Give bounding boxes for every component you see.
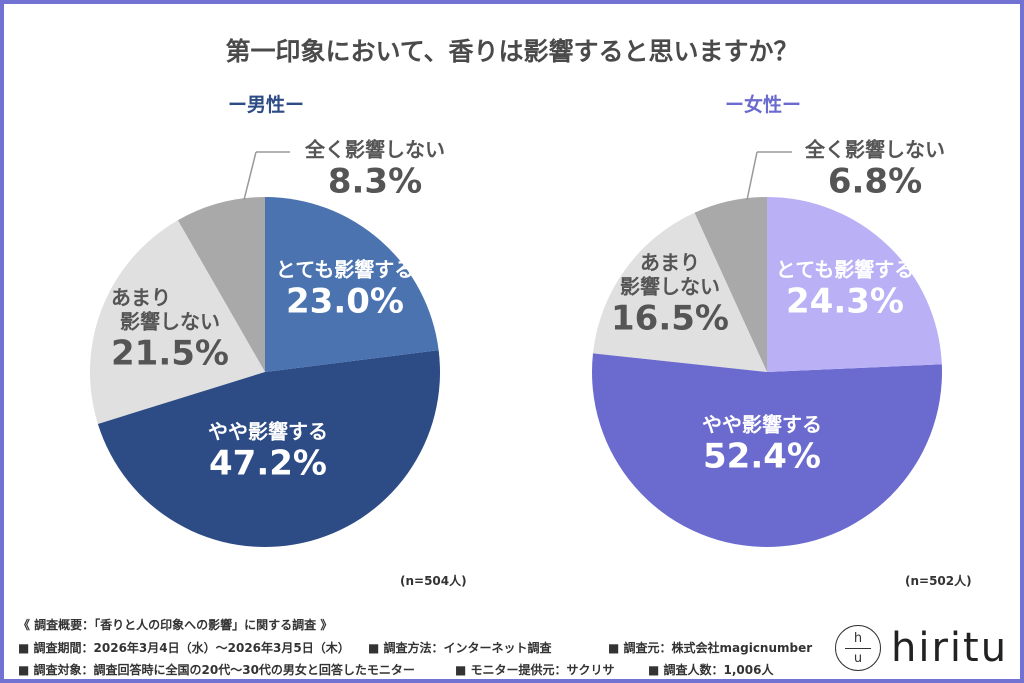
survey-source: ■ 調査元：株式会社magicnumber	[608, 641, 813, 655]
pie-slice-female-2	[592, 212, 767, 372]
label-female-none: 全く影響しない 6.8%	[805, 137, 945, 202]
pie-slice-male-3	[177, 197, 265, 372]
male-heading: ー男性ー	[228, 94, 305, 116]
survey-count: ■ 調査人数：1,006人	[648, 663, 774, 677]
footer-row-1: ■ 調査期間：2026年3月4日（水）～2026年3月5日（木） ■ 調査方法：…	[18, 639, 818, 655]
female-heading: ー女性ー	[725, 94, 802, 116]
pie-slice-male-1	[97, 350, 441, 548]
survey-method: ■ 調査方法：インターネット調査	[368, 641, 552, 655]
pie-slice-female-1	[592, 353, 942, 548]
pie-slice-female-3	[694, 197, 767, 372]
pie-slice-male-0	[265, 197, 439, 372]
survey-summary: 《 調査概要：「香りと人の印象への影響」に関する調査 》	[18, 618, 333, 632]
label-male-very: とても影響する 23.0%	[275, 257, 415, 322]
male-sample-size: (n=504人)	[400, 574, 467, 588]
label-male-somewhat: やや影響する 47.2%	[208, 419, 328, 484]
label-male-notmuch: あまり 影響しない 21.5%	[111, 285, 229, 374]
label-female-notmuch: あまり 影響しない 16.5%	[611, 250, 729, 339]
label-male-none: 全く影響しない 8.3%	[305, 137, 445, 202]
female-sample-size: (n=502人)	[905, 574, 972, 588]
logo-text: hiritu	[891, 625, 1009, 671]
pie-slice-male-2	[90, 220, 265, 424]
leader-line-female	[746, 151, 758, 201]
survey-period: ■ 調査期間：2026年3月4日（水）～2026年3月5日（木）	[18, 641, 350, 655]
monitor-provider: ■ モニター提供元：サクリサ	[455, 663, 615, 677]
chart-title: 第一印象において、香りは影響すると思いますか？	[225, 37, 799, 66]
survey-target: ■ 調査対象：調査回答時に全国の20代～30代の男女と回答したモニター	[18, 663, 415, 677]
label-female-somewhat: やや影響する 52.4%	[702, 412, 822, 477]
footer-row-2: ■ 調査対象：調査回答時に全国の20代～30代の男女と回答したモニター ■ モニ…	[18, 661, 818, 677]
leader-line-male	[243, 151, 257, 201]
pie-slice-female-0	[767, 197, 942, 372]
label-female-very: とても影響する 24.3%	[775, 257, 915, 322]
